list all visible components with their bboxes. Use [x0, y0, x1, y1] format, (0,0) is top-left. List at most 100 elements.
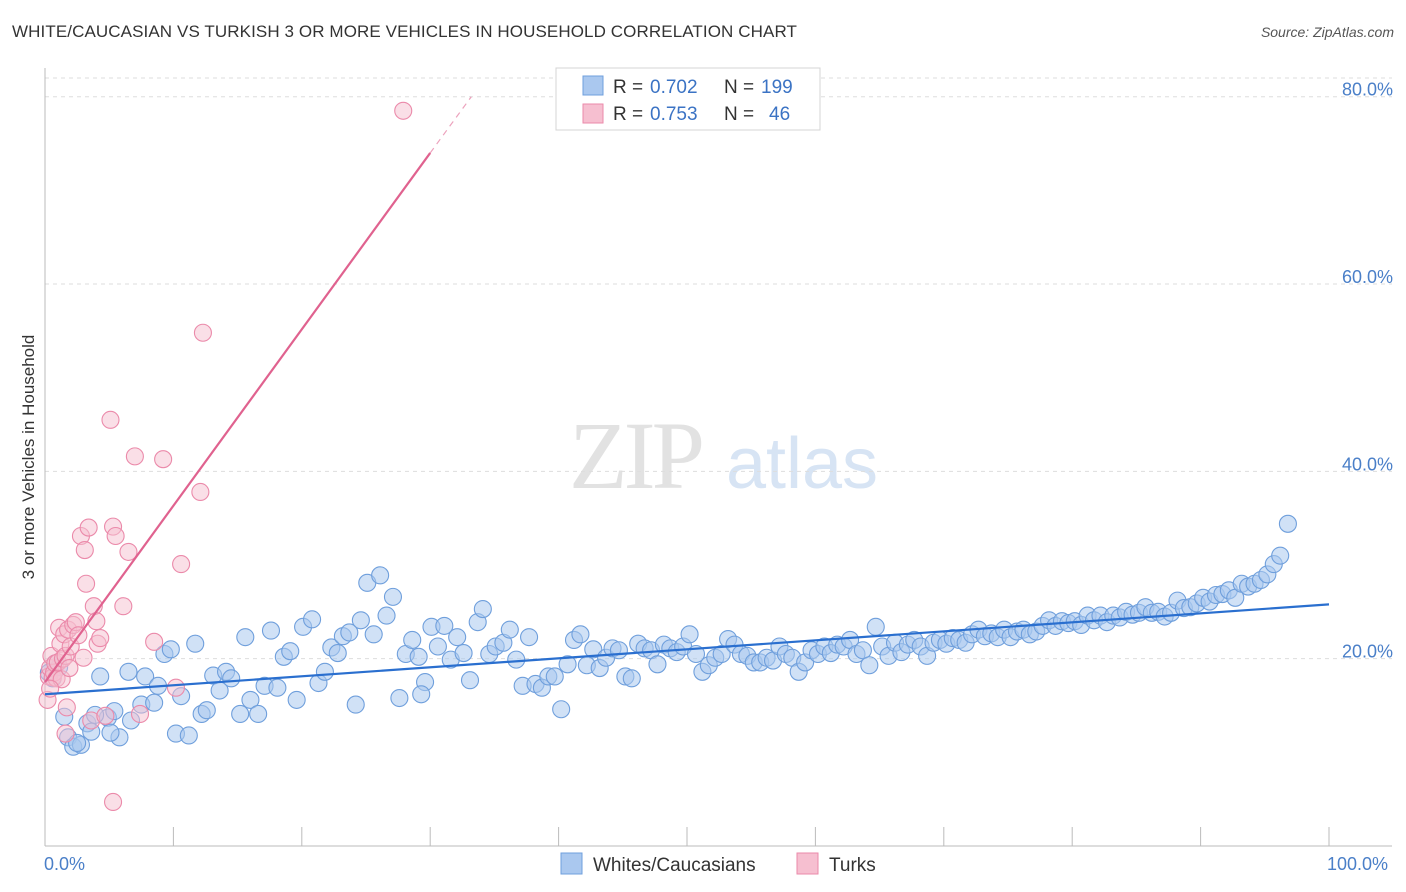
- legend-n-label-2: N =: [724, 104, 754, 125]
- data-point-whites: [303, 610, 322, 629]
- x-tick-label-max: 100.0%: [1327, 854, 1388, 874]
- legend-r-label-2: R =: [613, 104, 643, 125]
- data-point-whites: [500, 620, 519, 639]
- data-point-turks: [145, 632, 164, 651]
- data-point-whites: [346, 695, 365, 714]
- data-point-whites: [340, 623, 359, 642]
- data-point-whites: [101, 723, 120, 742]
- data-point-whites: [377, 606, 396, 625]
- data-point-whites: [460, 671, 480, 690]
- data-point-whites: [1271, 546, 1290, 565]
- data-point-whites: [435, 616, 454, 635]
- data-point-turks: [172, 555, 191, 574]
- data-point-whites: [179, 726, 198, 745]
- data-point-whites: [315, 662, 334, 681]
- legend-r-label-1: R =: [613, 77, 643, 98]
- x-tick-labels: 0.0% 100.0%: [44, 854, 1388, 874]
- y-tick-label: 80.0%: [1342, 80, 1393, 100]
- data-point-whites: [853, 641, 872, 660]
- data-point-whites: [91, 667, 110, 686]
- data-point-whites: [558, 655, 577, 674]
- data-point-whites: [371, 566, 390, 585]
- data-point-turks: [193, 323, 212, 342]
- data-point-turks: [106, 526, 125, 546]
- data-point-whites: [241, 690, 260, 709]
- bottom-legend-label-whites: Whites/Caucasians: [593, 855, 756, 876]
- data-point-whites: [161, 640, 180, 659]
- y-axis-title: 3 or more Vehicles in Household: [19, 335, 38, 580]
- data-point-turks: [77, 574, 96, 593]
- data-point-turks: [96, 706, 115, 725]
- data-point-whites: [584, 640, 603, 659]
- data-point-whites: [351, 611, 370, 630]
- data-point-turks: [79, 518, 98, 537]
- data-point-whites: [186, 634, 205, 653]
- data-point-turks: [57, 698, 76, 717]
- data-point-whites: [622, 669, 641, 688]
- data-point-whites: [136, 667, 155, 686]
- data-point-turks: [104, 792, 123, 812]
- chart-title: WHITE/CAUCASIAN VS TURKISH 3 OR MORE VEH…: [12, 22, 798, 41]
- data-point-whites: [409, 647, 428, 666]
- data-point-turks: [114, 597, 133, 616]
- data-point-whites: [712, 644, 731, 664]
- data-point-whites: [545, 667, 564, 686]
- data-point-whites: [197, 701, 216, 720]
- data-point-whites: [860, 656, 879, 675]
- series-whites-caucasians: [39, 514, 1297, 756]
- y-tick-label: 40.0%: [1342, 454, 1393, 474]
- data-point-whites: [328, 644, 347, 663]
- data-point-whites: [507, 650, 526, 669]
- data-point-whites: [520, 628, 539, 647]
- data-point-whites: [680, 625, 699, 644]
- legend-n-value-2: 46: [769, 104, 790, 125]
- axes: [44, 68, 1392, 847]
- data-point-turks: [191, 482, 210, 502]
- data-point-whites: [403, 630, 422, 650]
- data-point-whites: [383, 587, 403, 606]
- grid: [45, 77, 1392, 660]
- trend-line-turks-extension: [429, 96, 472, 154]
- data-point-turks: [130, 704, 150, 723]
- data-point-turks: [166, 678, 186, 697]
- data-point-turks: [74, 648, 93, 667]
- legend-r-value-2: 0.753: [650, 104, 698, 125]
- legend-r-value-1: 0.702: [650, 77, 698, 98]
- chart-source: Source: ZipAtlas.com: [1260, 24, 1394, 40]
- trend-line-turks: [44, 152, 432, 683]
- legend-swatch-pink: [582, 103, 604, 124]
- data-point-whites: [281, 642, 300, 661]
- data-point-turks: [101, 410, 120, 429]
- watermark-zip: ZIP: [569, 402, 702, 509]
- bottom-legend-swatch-pink: [796, 852, 819, 875]
- data-point-whites: [261, 621, 281, 640]
- data-point-whites: [390, 688, 409, 708]
- data-point-whites: [231, 704, 250, 723]
- data-point-whites: [364, 625, 383, 644]
- bottom-legend-swatch-blue: [560, 852, 583, 875]
- trend-lines: [44, 96, 1330, 696]
- data-point-whites: [268, 678, 287, 697]
- data-point-whites: [571, 625, 590, 644]
- y-tick-label: 60.0%: [1342, 267, 1393, 287]
- y-tick-labels: 20.0% 40.0% 60.0% 80.0%: [1342, 80, 1393, 662]
- data-point-whites: [222, 669, 241, 688]
- data-point-turks: [125, 447, 144, 466]
- trend-line-whites: [44, 603, 1330, 696]
- data-point-whites: [287, 690, 306, 709]
- data-point-whites: [119, 662, 138, 681]
- data-point-whites: [866, 617, 885, 636]
- watermark: ZIP atlas: [569, 402, 878, 509]
- data-point-turks: [60, 658, 79, 678]
- data-point-turks: [56, 724, 75, 743]
- data-point-whites: [249, 704, 268, 723]
- data-point-whites: [428, 637, 447, 656]
- data-point-whites: [473, 599, 492, 619]
- data-point-whites: [412, 685, 431, 704]
- data-point-whites: [448, 628, 467, 647]
- legend-swatch-blue: [582, 75, 604, 96]
- x-tick-label-min: 0.0%: [44, 854, 85, 874]
- data-point-whites: [609, 641, 628, 660]
- data-point-turks: [75, 540, 94, 560]
